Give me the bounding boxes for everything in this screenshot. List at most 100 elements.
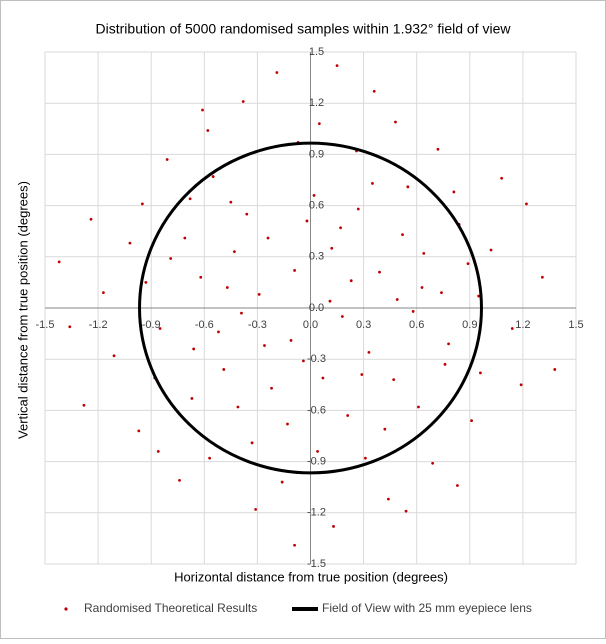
scatter-point (525, 202, 528, 206)
y-tick-label: -1.2 (307, 507, 326, 519)
scatter-point (188, 197, 192, 201)
scatter-point (317, 122, 321, 126)
scatter-point (254, 507, 258, 511)
scatter-point (440, 291, 443, 295)
x-tick-label: 0.6 (409, 319, 424, 331)
scatter-point (286, 422, 289, 426)
scatter-point (363, 456, 367, 460)
scatter-point (401, 233, 404, 237)
scatter-series (57, 64, 557, 547)
y-tick-label: 1.2 (309, 97, 324, 109)
scatter-point (339, 226, 342, 230)
y-tick-label: -1.5 (307, 558, 326, 570)
scatter-point (293, 269, 296, 272)
scatter-point (406, 185, 410, 189)
scatter-point (356, 207, 360, 211)
y-tick-label: -0.9 (307, 456, 326, 468)
scatter-point (293, 543, 296, 547)
scatter-point (280, 480, 284, 484)
scatter-point (340, 315, 344, 318)
scatter-point (208, 456, 212, 460)
scatter-point (229, 200, 233, 204)
scatter-point (500, 176, 504, 180)
scatter-point (211, 175, 215, 178)
y-tick-label: 0.6 (309, 200, 324, 212)
scatter-point (183, 236, 187, 240)
scatter-point (190, 397, 194, 400)
scatter-point (436, 147, 440, 151)
scatter-point (68, 325, 72, 329)
scatter-point (263, 344, 266, 347)
scatter-point (360, 373, 364, 376)
scatter-point (321, 376, 325, 380)
y-tick-label: 0.3 (309, 251, 324, 263)
scatter-point (270, 386, 273, 390)
scatter-point (289, 339, 293, 342)
scatter-point (112, 354, 116, 358)
legend-swatch (64, 607, 68, 611)
scatter-point (422, 251, 426, 255)
scatter-point (137, 429, 141, 433)
scatter-point (158, 327, 162, 330)
scatter-point (477, 294, 481, 298)
scatter-point (456, 484, 459, 487)
scatter-point (201, 108, 204, 112)
x-tick-label: 0.3 (356, 319, 371, 331)
scatter-point (232, 250, 236, 254)
legend-label: Randomised Theoretical Results (84, 601, 257, 615)
scatter-point (553, 368, 557, 371)
scatter-point (206, 129, 210, 132)
scatter-point (250, 441, 254, 445)
field-of-view-circle (138, 141, 483, 475)
y-tick-label: 1.5 (309, 46, 324, 58)
y-axis-title: Vertical distance from true position (de… (15, 181, 30, 439)
scatter-point (404, 509, 408, 513)
scatter-point (349, 279, 353, 283)
scatter-point (540, 275, 544, 279)
scatter-point (199, 275, 203, 279)
scatter-point (240, 311, 243, 315)
x-tick-label: -0.6 (195, 319, 214, 331)
scatter-point (510, 327, 514, 330)
scatter-point (128, 241, 132, 245)
scatter-point (178, 478, 181, 482)
scatter-point (466, 262, 470, 266)
scatter-point (192, 347, 196, 351)
scatter-point (392, 378, 396, 382)
scatter-point (372, 89, 376, 93)
scatter-point (217, 330, 220, 334)
chart-title: Distribution of 5000 randomised samples … (96, 21, 512, 37)
scatter-point (371, 182, 374, 185)
scatter-point (367, 350, 371, 354)
scatter-point (245, 212, 249, 216)
scatter-point (102, 291, 105, 295)
scatter-point (394, 120, 397, 124)
scatter-point (383, 427, 387, 431)
scatter-point (395, 298, 399, 301)
scatter-point (140, 202, 144, 206)
y-tick-label: -0.6 (307, 404, 326, 416)
scatter-point (328, 299, 332, 303)
scatter-point (305, 219, 309, 223)
y-tick-label: -0.3 (307, 353, 326, 365)
x-axis-title: Horizontal distance from true position (… (174, 569, 448, 584)
scatter-point (452, 190, 456, 194)
scatter-point (225, 286, 229, 289)
scatter-point (335, 64, 339, 68)
scatter-point (489, 248, 493, 252)
x-tick-label: 0.0 (303, 319, 318, 331)
scatter-point (519, 383, 523, 387)
scatter-point (316, 449, 319, 453)
x-tick-label: 1.5 (568, 319, 583, 331)
scatter-point (266, 236, 270, 240)
scatter-point (236, 405, 240, 409)
x-tick-label: -1.2 (89, 319, 108, 331)
scatter-point (479, 371, 482, 375)
scatter-point (386, 497, 390, 501)
scatter-point (156, 449, 160, 453)
scatter-point (57, 260, 61, 264)
scatter-point (378, 270, 381, 274)
y-tick-label: 0.9 (309, 148, 324, 160)
scatter-point (82, 403, 86, 407)
